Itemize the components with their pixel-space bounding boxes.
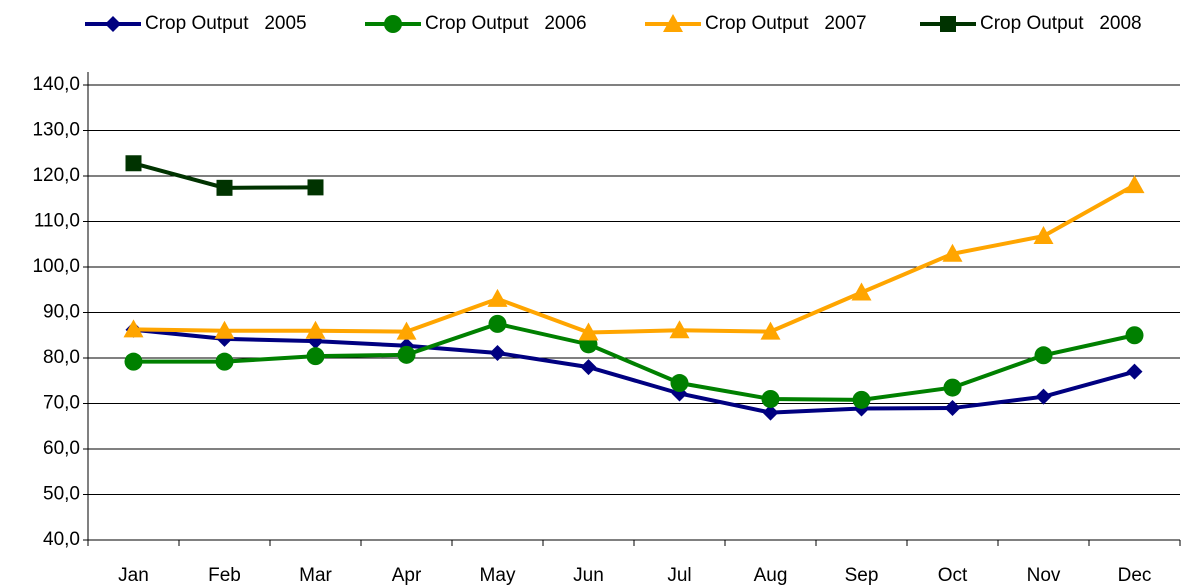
x-tick-label: Sep (845, 565, 879, 586)
data-point (397, 345, 416, 364)
data-point (214, 320, 235, 339)
data-point (944, 400, 961, 417)
data-point (852, 390, 871, 409)
y-tick-label: 120,0 (32, 165, 80, 186)
series-line (133, 321, 1135, 402)
data-point (396, 321, 417, 340)
legend-marker (663, 14, 683, 32)
y-tick-label: 60,0 (43, 438, 80, 459)
data-point (851, 282, 872, 301)
data-point (488, 314, 507, 333)
y-tick-label: 90,0 (43, 302, 80, 323)
data-point (580, 359, 597, 376)
data-point (215, 352, 234, 371)
x-tick-label: Oct (938, 565, 968, 586)
data-point (1033, 226, 1054, 245)
data-point (306, 347, 325, 366)
x-tick-label: Dec (1118, 565, 1152, 586)
legend-label: Crop Output 2006 (425, 13, 587, 34)
data-point (943, 378, 962, 397)
x-tick-label: Jul (667, 565, 691, 586)
x-tick-label: Jun (573, 565, 604, 586)
x-tick-label: Aug (754, 565, 788, 586)
data-point (125, 155, 142, 172)
data-point (669, 320, 690, 339)
data-point (942, 243, 963, 262)
data-point (670, 374, 689, 393)
data-point (578, 322, 599, 341)
y-tick-label: 70,0 (43, 393, 80, 414)
y-tick-label: 130,0 (32, 120, 80, 141)
x-tick-label: May (480, 565, 516, 586)
series-line (133, 327, 1136, 415)
y-tick-label: 110,0 (34, 211, 80, 232)
data-point (1125, 326, 1144, 345)
data-point (1034, 346, 1053, 365)
y-tick-label: 40,0 (43, 529, 80, 550)
data-point (489, 344, 506, 361)
data-point (762, 404, 779, 421)
y-tick-label: 140,0 (32, 74, 80, 95)
data-point (123, 319, 144, 338)
y-tick-label: 50,0 (43, 484, 80, 505)
data-point (760, 321, 781, 340)
data-point (1126, 363, 1143, 380)
data-point (305, 320, 326, 339)
y-tick-label: 80,0 (43, 347, 80, 368)
legend-marker (940, 16, 956, 32)
data-point (307, 179, 324, 196)
x-tick-label: Jan (118, 565, 149, 586)
data-point (216, 179, 233, 196)
data-point (1035, 388, 1052, 405)
series-line (133, 183, 1136, 335)
x-tick-label: Nov (1027, 565, 1061, 586)
x-tick-label: Apr (392, 565, 422, 586)
data-point (487, 288, 508, 307)
legend-label: Crop Output 2007 (705, 13, 867, 34)
legend-label: Crop Output 2008 (980, 13, 1142, 34)
legend-marker (384, 15, 402, 33)
y-tick-label: 100,0 (32, 256, 80, 277)
data-point (124, 352, 143, 371)
x-tick-label: Feb (208, 565, 241, 586)
data-point (1124, 175, 1145, 194)
legend-marker (105, 16, 121, 32)
x-tick-label: Mar (299, 565, 332, 586)
data-point (761, 389, 780, 408)
legend-label: Crop Output 2005 (145, 13, 307, 34)
